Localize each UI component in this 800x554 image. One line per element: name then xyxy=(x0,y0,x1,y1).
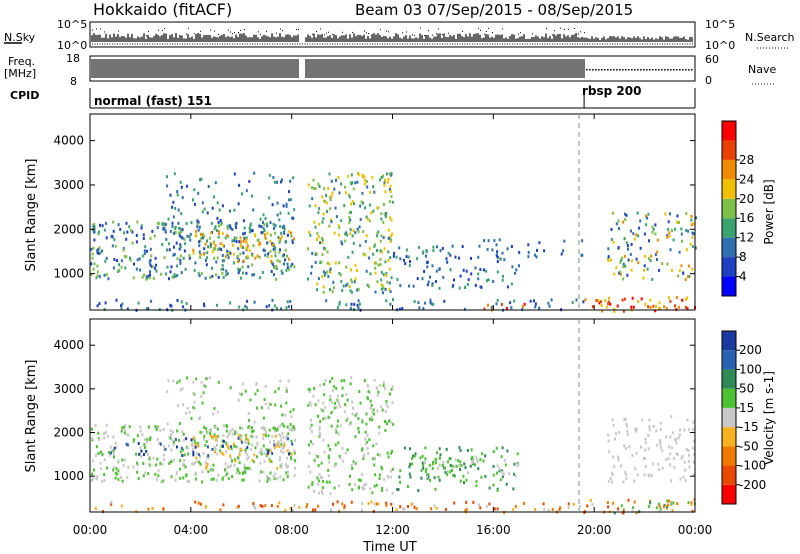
velocity-ylabel: Slant Range [km] xyxy=(24,360,39,473)
velocity-panel: 1000 2000 3000 4000 00:00 04:00 08:00 12:00 16:… xyxy=(24,114,776,554)
noise-left-label: N.Sky xyxy=(4,31,36,44)
power-colorbar-tick-6: 28 xyxy=(739,153,754,167)
power-colorbar-swatch-3 xyxy=(722,218,736,238)
cpid-label: CPID xyxy=(10,89,39,102)
noise-right-tick-bottom: 10^0 xyxy=(705,39,735,52)
power-colorbar-tick-2: 12 xyxy=(739,231,754,245)
freq-right-label: Nave xyxy=(748,63,776,76)
velocity-colorbar-swatch-5 xyxy=(722,388,736,408)
noise-panel: N.Sky 10^5 10^0 10^5 10^0 N.Search xyxy=(4,18,795,52)
velocity-colorbar-tick-7: -200 xyxy=(739,478,766,492)
velocity-colorbar-swatch-1 xyxy=(722,465,736,485)
power-ytick-0: 1000 xyxy=(53,267,84,281)
velocity-data xyxy=(90,376,696,515)
cpid-mode-rbsp: rbsp 200 xyxy=(582,84,641,98)
power-colorbar-tick-4: 20 xyxy=(739,192,754,206)
beam-date-title: Beam 03 07/Sep/2015 - 08/Sep/2015 xyxy=(355,1,633,19)
noise-left-tick-bottom: 10^0 xyxy=(57,39,87,52)
power-ylabel: Slant Range [km] xyxy=(24,159,39,272)
noise-right-label: N.Search xyxy=(745,31,795,44)
velocity-colorbar-swatch-2 xyxy=(722,446,736,466)
velocity-colorbar-tick-2: 50 xyxy=(739,382,754,396)
velocity-colorbar-tick-3: 15 xyxy=(739,401,754,415)
velocity-colorbar-tick-0: 200 xyxy=(739,343,762,357)
power-data xyxy=(90,171,697,313)
power-colorbar-swatch-4 xyxy=(722,198,736,219)
power-colorbar-swatch-2 xyxy=(722,237,736,258)
velocity-colorbar-label: Velocity [m s-1] xyxy=(762,371,776,465)
power-colorbar-tick-5: 24 xyxy=(739,172,754,186)
velocity-colorbar-tick-1: 100 xyxy=(739,362,762,376)
x-tick-4: 16:00 xyxy=(476,523,511,537)
power-ytick-1: 2000 xyxy=(53,222,84,236)
velocity-colorbar-tick-4: -15 xyxy=(739,420,759,434)
plot-title: Hokkaido (fitACF) xyxy=(93,0,232,19)
power-colorbar-swatch-6 xyxy=(722,159,736,180)
freq-left-tick-bottom: 8 xyxy=(70,75,77,88)
freq-right-tick-bottom: 0 xyxy=(705,74,712,87)
noise-left-tick-top: 10^5 xyxy=(57,18,87,31)
velocity-ytick-2: 3000 xyxy=(53,382,84,396)
power-ytick-2: 3000 xyxy=(53,178,84,192)
freq-left-label-2: [MHz] xyxy=(4,67,36,80)
freq-left-tick-top: 18 xyxy=(66,52,80,65)
power-colorbar-label: Power [dB] xyxy=(762,179,776,244)
power-ytick-3: 4000 xyxy=(53,134,84,148)
power-colorbar-swatch-7 xyxy=(722,140,736,160)
x-tick-6: 00:00 xyxy=(678,523,713,537)
velocity-ytick-0: 1000 xyxy=(53,469,84,483)
freq-left-label-1: Freq. xyxy=(8,55,35,68)
power-colorbar-swatch-1 xyxy=(722,257,736,277)
velocity-colorbar: 200 100 50 15 -15 -50 -100 -200 xyxy=(721,330,766,505)
power-panel: 1000 2000 3000 4000 Slant Range [km] 4 8 12 16… xyxy=(24,113,776,313)
power-colorbar-tick-1: 8 xyxy=(739,250,747,264)
x-tick-3: 12:00 xyxy=(375,523,410,537)
x-tick-0: 00:00 xyxy=(73,523,108,537)
velocity-colorbar-swatch-4 xyxy=(722,407,736,428)
x-axis-label: Time UT xyxy=(362,540,416,554)
power-colorbar-swatch-0 xyxy=(722,276,736,296)
x-tick-1: 04:00 xyxy=(174,523,209,537)
velocity-ytick-3: 4000 xyxy=(53,338,84,352)
velocity-colorbar-tick-5: -50 xyxy=(739,439,759,453)
velocity-colorbar-swatch-8 xyxy=(722,331,736,351)
x-tick-5: 20:00 xyxy=(577,523,612,537)
cpid-mode-normal: normal (fast) 151 xyxy=(94,94,212,108)
velocity-colorbar-tick-6: -100 xyxy=(739,459,766,473)
freq-right-tick-top: 60 xyxy=(705,53,719,66)
velocity-colorbar-swatch-7 xyxy=(722,350,736,370)
cpid-panel: CPID normal (fast) 151 rbsp 200 xyxy=(10,84,696,109)
power-colorbar-swatch-5 xyxy=(722,179,736,199)
velocity-colorbar-swatch-3 xyxy=(722,427,736,447)
frequency-panel: Freq. [MHz] 18 8 60 0 Nave xyxy=(4,52,776,88)
velocity-colorbar-swatch-0 xyxy=(722,484,736,504)
power-colorbar-tick-0: 4 xyxy=(739,270,747,284)
velocity-ytick-1: 2000 xyxy=(53,426,84,440)
velocity-colorbar-swatch-6 xyxy=(722,369,736,389)
power-colorbar-swatch-8 xyxy=(722,121,736,141)
x-tick-2: 08:00 xyxy=(274,523,309,537)
power-colorbar-tick-3: 16 xyxy=(739,211,754,225)
power-colorbar: 4 8 12 16 20 24 28 xyxy=(721,120,754,297)
noise-right-tick-top: 10^5 xyxy=(705,18,735,31)
